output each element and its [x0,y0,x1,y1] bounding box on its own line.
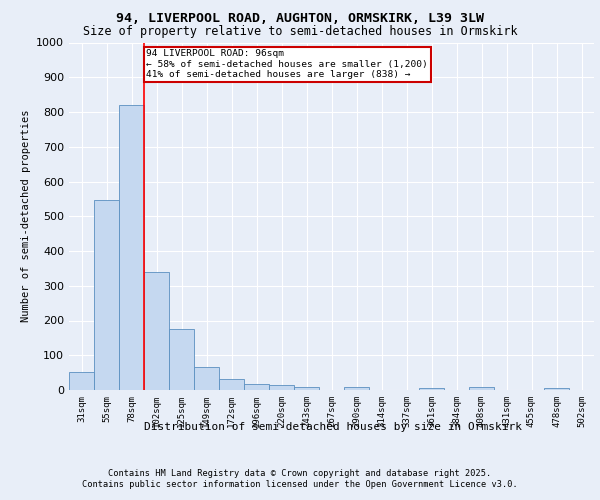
Text: Contains public sector information licensed under the Open Government Licence v3: Contains public sector information licen… [82,480,518,489]
Bar [194,368,219,390]
Bar [94,200,119,390]
Bar [119,105,144,390]
Text: Contains HM Land Registry data © Crown copyright and database right 2025.: Contains HM Land Registry data © Crown c… [109,469,491,478]
Bar [169,329,194,390]
Bar [344,386,369,390]
Bar [469,387,494,390]
Y-axis label: Number of semi-detached properties: Number of semi-detached properties [20,110,31,322]
Bar [419,388,444,390]
Text: Distribution of semi-detached houses by size in Ormskirk: Distribution of semi-detached houses by … [144,422,522,432]
Text: Size of property relative to semi-detached houses in Ormskirk: Size of property relative to semi-detach… [83,25,517,38]
Bar [244,384,269,390]
Bar [294,386,319,390]
Bar [144,272,169,390]
Bar [269,386,294,390]
Bar [69,372,94,390]
Text: 94 LIVERPOOL ROAD: 96sqm
← 58% of semi-detached houses are smaller (1,200)
41% o: 94 LIVERPOOL ROAD: 96sqm ← 58% of semi-d… [146,50,428,80]
Text: 94, LIVERPOOL ROAD, AUGHTON, ORMSKIRK, L39 3LW: 94, LIVERPOOL ROAD, AUGHTON, ORMSKIRK, L… [116,12,484,26]
Bar [219,378,244,390]
Bar [544,388,569,390]
